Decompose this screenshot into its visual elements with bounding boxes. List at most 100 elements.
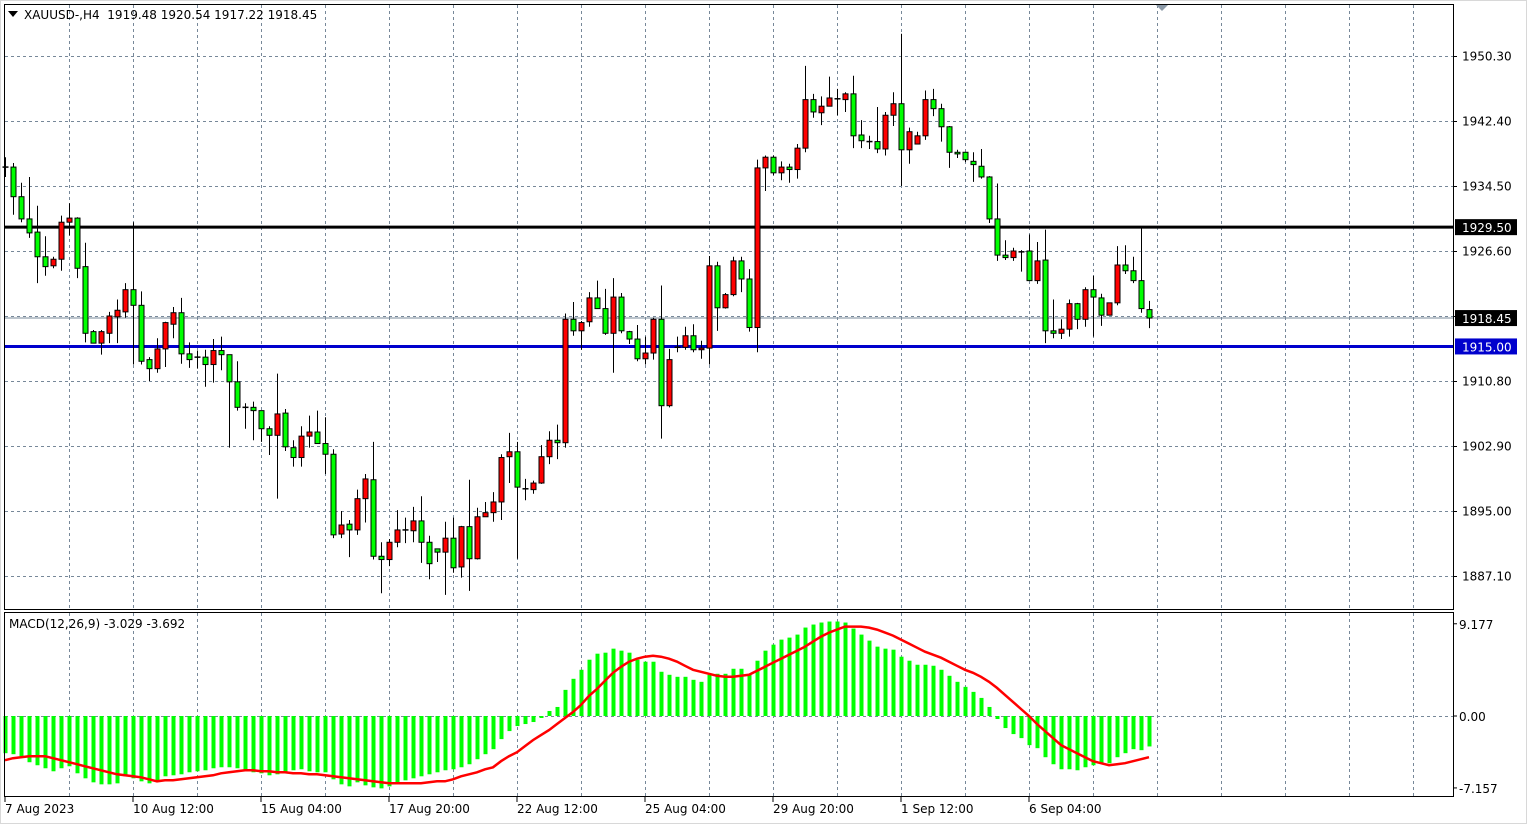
candle-bearish <box>658 318 665 407</box>
macd-histogram-bar <box>707 674 712 716</box>
candle-bearish <box>1090 289 1097 298</box>
macd-histogram-bar <box>739 668 744 716</box>
macd-histogram-bar <box>355 716 360 783</box>
macd-histogram-bar <box>1035 716 1040 749</box>
macd-histogram-bar <box>603 652 608 716</box>
grid <box>5 5 1453 796</box>
candle-bearish <box>554 439 561 444</box>
macd-histogram-bar <box>91 716 96 783</box>
candle-bearish <box>1026 250 1033 282</box>
candle-bearish <box>90 331 97 344</box>
time-axis-label: 1 Sep 12:00 <box>901 802 973 816</box>
candle-bearish <box>226 354 233 383</box>
macd-histogram-bar <box>811 624 816 716</box>
macd-histogram-bar <box>795 634 800 716</box>
time-axis-label: 7 Aug 2023 <box>5 802 74 816</box>
candle-bearish <box>954 151 961 155</box>
candle-bearish <box>42 256 49 268</box>
macd-histogram-bar <box>827 621 832 716</box>
macd-histogram-bar <box>347 716 352 787</box>
candle-bullish <box>586 297 593 323</box>
macd-histogram-bar <box>43 716 48 769</box>
macd-histogram-bar <box>523 716 528 725</box>
macd-histogram-bar <box>387 716 392 787</box>
macd-histogram-bar <box>211 716 216 769</box>
candle-bullish <box>490 501 497 514</box>
price-axis-label: 1910.80 <box>1462 375 1512 389</box>
macd-histogram-bar <box>787 637 792 716</box>
macd-histogram-bar <box>299 716 304 770</box>
chart-shift-marker-icon[interactable] <box>1156 5 1168 11</box>
macd-histogram-bar <box>491 716 496 750</box>
candle-bullish <box>1082 289 1089 320</box>
candle-bullish <box>1058 328 1065 334</box>
candle-bullish <box>274 413 281 436</box>
macd-histogram-bar <box>555 706 560 716</box>
candle-bullish <box>210 350 217 366</box>
macd-histogram-bar <box>323 716 328 773</box>
macd-histogram-bar <box>515 716 520 727</box>
macd-histogram-bar <box>547 710 552 716</box>
candle-bullish <box>1106 302 1113 316</box>
macd-histogram-bar <box>563 689 568 716</box>
time-axis-label: 15 Aug 04:00 <box>261 802 342 816</box>
macd-histogram-bar <box>163 716 168 777</box>
candle-bearish <box>514 451 521 488</box>
macd-histogram-bar <box>315 716 320 773</box>
macd-histogram-bar <box>1083 716 1088 768</box>
macd-histogram-bar <box>763 650 768 716</box>
price-axis-label: 1950.30 <box>1462 50 1512 64</box>
macd-histogram-bar <box>235 716 240 769</box>
macd-histogram-bar <box>899 656 904 716</box>
macd-histogram-bar <box>683 676 688 716</box>
macd-histogram-bar <box>99 716 104 785</box>
candle-bullish <box>922 99 929 137</box>
macd-histogram-bar <box>851 628 856 716</box>
macd-histogram-bar <box>1131 716 1136 750</box>
macd-histogram-bar <box>699 681 704 716</box>
candle-bearish <box>146 359 153 370</box>
candle-bullish <box>338 524 345 535</box>
candle-bearish <box>946 126 953 153</box>
chart-header: XAUUSD-,H4 1919.48 1920.54 1917.22 1918.… <box>8 8 317 22</box>
candle-bearish <box>82 266 89 334</box>
macd-histogram-bar <box>227 716 232 768</box>
macd-histogram-bar <box>1003 716 1008 729</box>
candle-bearish <box>34 231 41 258</box>
macd-histogram-bar <box>395 716 400 784</box>
candle-bearish <box>74 217 81 269</box>
macd-histogram-bar <box>75 716 80 774</box>
candle-bearish <box>218 350 225 356</box>
macd-histogram-bar <box>883 648 888 716</box>
candle-bullish <box>682 335 689 348</box>
candle-bearish <box>346 523 353 531</box>
macd-histogram-bar <box>1115 716 1120 758</box>
macd-histogram-bar <box>843 622 848 716</box>
macd-histogram-bar <box>531 716 536 723</box>
macd-histogram-bar <box>267 716 272 776</box>
candle-bullish <box>170 312 177 325</box>
macd-histogram-bar <box>659 671 664 716</box>
macd-histogram-bar <box>475 716 480 760</box>
macd-histogram-bar <box>155 716 160 781</box>
candle-bullish <box>1066 303 1073 330</box>
macd-histogram-bar <box>611 648 616 716</box>
candle-bearish <box>738 260 745 280</box>
price-axis-label: 1902.90 <box>1462 440 1512 454</box>
candle-bullish <box>386 541 393 561</box>
ohlc-values: 1919.48 1920.54 1917.22 1918.45 <box>107 8 318 22</box>
macd-histogram-bar <box>339 716 344 785</box>
triangle-down-icon[interactable] <box>8 11 18 17</box>
macd-histogram-bar <box>123 716 128 777</box>
candle-bullish <box>122 289 129 313</box>
candle-bullish <box>794 147 801 171</box>
macd-histogram-bar <box>379 716 384 789</box>
macd-histogram-bar <box>747 674 752 716</box>
candle-bearish <box>314 431 321 445</box>
horizontal-levels <box>5 225 1453 348</box>
macd-histogram-bar <box>939 669 944 716</box>
macd-histogram-bar <box>923 664 928 716</box>
macd-histogram-bar <box>243 716 248 772</box>
candle-bearish <box>138 304 145 362</box>
